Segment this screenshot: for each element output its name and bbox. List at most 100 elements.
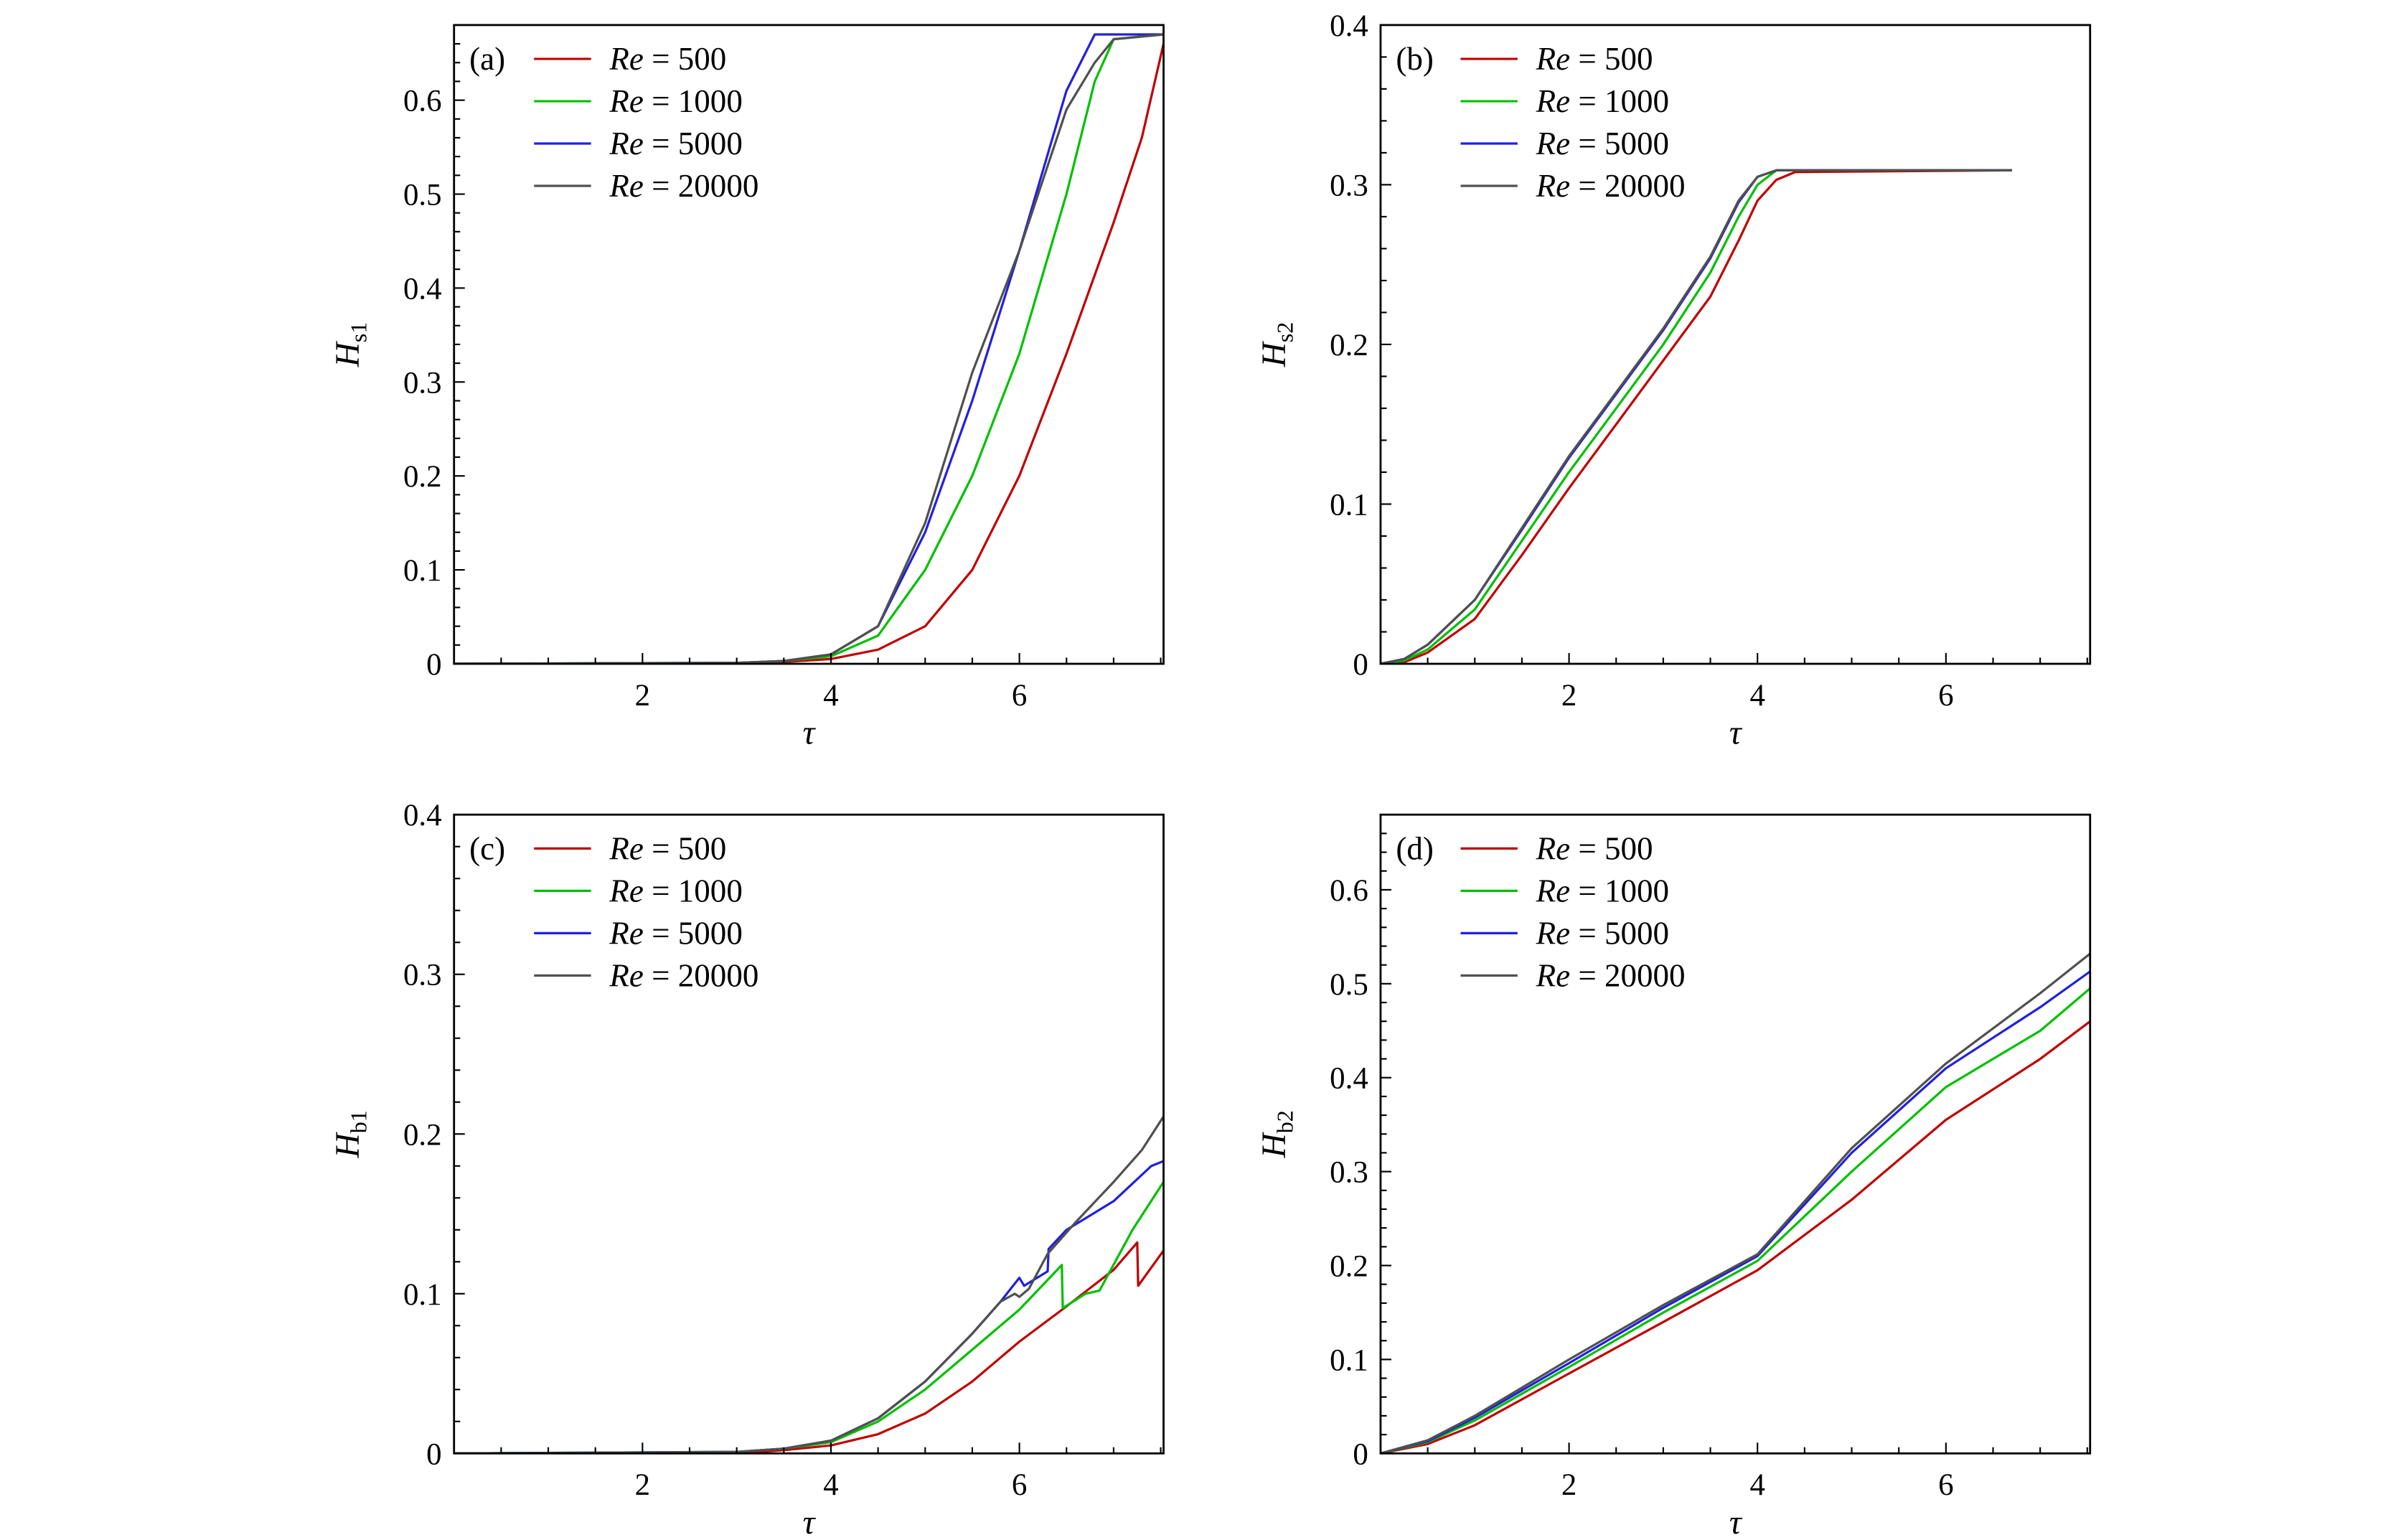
x-tick-label: 6: [1938, 679, 1953, 713]
legend-entry: Re = 1000: [609, 83, 742, 119]
legend-equals: =: [1570, 873, 1604, 908]
panel-label: (a): [469, 41, 505, 77]
series-line-1000: [454, 1181, 1164, 1454]
y-tick-label: 0.4: [1330, 1062, 1368, 1096]
y-axis-label-subscript: s2: [1272, 322, 1298, 343]
y-axis-label: Hs1: [329, 322, 372, 368]
legend-value: 5000: [678, 915, 743, 951]
legend-entry: Re = 20000: [609, 957, 758, 993]
series-line-500: [1380, 1020, 2090, 1454]
y-tick-label: 0: [426, 1437, 441, 1471]
panel-label: (c): [469, 830, 505, 866]
y-tick-label: 0.2: [403, 460, 442, 494]
series-line-5000: [1380, 970, 2090, 1454]
legend-entry: Re = 20000: [1536, 168, 1686, 204]
legend-re: Re: [609, 915, 643, 951]
y-axis-label-subscript: b1: [345, 1110, 371, 1133]
y-tick-label: 0.2: [403, 1118, 442, 1152]
series-line-5000: [454, 33, 1164, 665]
y-tick-label: 0.1: [1330, 488, 1368, 522]
panel-label: (b): [1396, 41, 1434, 77]
y-axis-label-subscript: b2: [1272, 1110, 1298, 1133]
legend-equals: =: [1570, 168, 1604, 204]
x-tick-label: 4: [1749, 679, 1765, 713]
legend-value: 5000: [678, 126, 743, 161]
x-tick-label: 4: [823, 679, 838, 713]
y-tick-label: 0.5: [403, 179, 442, 212]
plot-frame: [453, 813, 1165, 1455]
legend-re: Re: [1536, 41, 1571, 77]
x-tick-label: 2: [635, 1468, 650, 1502]
legend-equals: =: [1570, 957, 1604, 993]
x-axis-label: τ: [1729, 715, 1743, 752]
y-tick-label: 0.6: [403, 85, 442, 118]
legend-entry: Re = 5000: [1536, 915, 1669, 951]
legend-re: Re: [609, 41, 643, 77]
legend-value: 1000: [678, 873, 743, 908]
legend-equals: =: [1570, 915, 1604, 951]
y-axis-label-main: H: [329, 1131, 367, 1158]
legend-entry: Re = 1000: [609, 873, 742, 908]
x-tick-label: 6: [1012, 1468, 1027, 1502]
y-tick-label: 0: [1353, 1437, 1368, 1471]
x-tick-label: 2: [635, 679, 650, 713]
legend-value: 500: [678, 830, 727, 866]
y-tick-label: 0.4: [403, 799, 442, 832]
y-axis-label-main: H: [1256, 1131, 1293, 1158]
series-line-5000: [454, 1160, 1164, 1454]
x-tick-label: 6: [1938, 1468, 1953, 1502]
plot-frame: [1379, 24, 2092, 665]
legend-entry: Re = 5000: [609, 915, 742, 951]
y-tick-label: 0.2: [1330, 329, 1368, 362]
legend-equals: =: [1570, 830, 1604, 866]
series-line-500: [1380, 169, 2012, 665]
legend-re: Re: [1536, 83, 1571, 119]
legend-entry: Re = 500: [1536, 830, 1653, 866]
legend-value: 5000: [1604, 915, 1669, 951]
x-tick-label: 2: [1561, 1468, 1577, 1502]
legend-re: Re: [609, 873, 643, 908]
y-tick-label: 0.4: [1330, 9, 1368, 43]
legend-entry: Re = 20000: [1536, 957, 1686, 993]
legend-entry: Re = 1000: [1536, 873, 1669, 908]
y-tick-label: 0.6: [1330, 874, 1368, 908]
legend-re: Re: [609, 83, 643, 119]
legend-re: Re: [1536, 957, 1571, 993]
x-tick-label: 2: [1561, 679, 1577, 713]
y-tick-label: 0.4: [403, 272, 442, 306]
legend-equals: =: [644, 915, 678, 951]
y-tick-label: 0.1: [403, 1278, 442, 1312]
legend-entry: Re = 1000: [1536, 83, 1669, 119]
x-axis-label: τ: [803, 1504, 817, 1540]
series-line-20000: [1380, 169, 2012, 665]
y-axis-label-main: H: [1256, 340, 1293, 367]
legend-equals: =: [644, 41, 678, 77]
legend-equals: =: [644, 168, 678, 204]
series-line-1000: [1380, 987, 2090, 1454]
legend-value: 1000: [678, 83, 743, 119]
legend-re: Re: [609, 830, 643, 866]
panel-c: 2 4 6 0 0.1 0.2 0.3 0.4 τ Hb1 (c) Re = 500 Re = 1000…: [329, 799, 1165, 1540]
legend-value: 1000: [1604, 873, 1669, 908]
legend-value: 20000: [1604, 957, 1686, 993]
legend-value: 500: [678, 41, 727, 77]
legend-re: Re: [1536, 873, 1571, 908]
legend-equals: =: [1570, 83, 1604, 119]
x-axis-label: τ: [1729, 1504, 1743, 1540]
y-tick-label: 0: [1353, 648, 1368, 682]
legend-value: 1000: [1604, 83, 1669, 119]
y-axis-label-subscript: s1: [345, 322, 371, 343]
y-axis-label: Hs2: [1256, 322, 1298, 368]
x-tick-label: 4: [823, 1468, 838, 1502]
legend-equals: =: [644, 873, 678, 908]
legend-value: 500: [1604, 830, 1653, 866]
x-tick-label: 4: [1749, 1468, 1765, 1502]
legend-entry: Re = 500: [1536, 41, 1653, 77]
y-tick-label: 0.3: [403, 366, 442, 400]
y-tick-label: 0.3: [403, 959, 442, 992]
x-tick-label: 6: [1012, 679, 1027, 713]
plot-frame: [1379, 813, 2092, 1455]
x-axis-label: τ: [803, 715, 817, 752]
